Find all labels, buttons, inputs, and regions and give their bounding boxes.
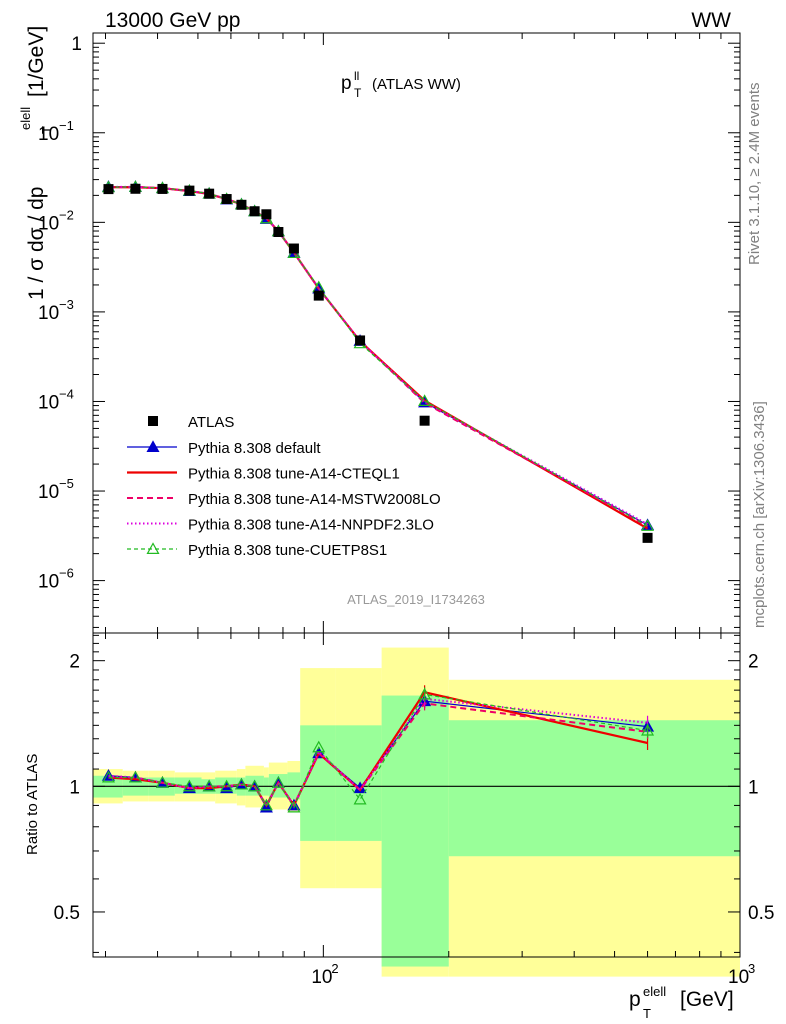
rivet-label: Rivet 3.1.10, ≥ 2.4M events	[746, 83, 763, 266]
ratio-point-cuetp8s1	[234, 777, 248, 790]
ratio-line-cuetp8s1	[108, 693, 648, 809]
ratio-point-cuetp8s1	[287, 800, 301, 813]
x-axis-label-sup: elell	[643, 984, 666, 999]
ratio-tick-label: 2	[69, 652, 80, 673]
x-tick-label: 10	[311, 967, 332, 988]
process-label: WW	[691, 9, 731, 32]
y-tick-label: 10	[38, 124, 59, 145]
y-axis-label: 1 / σ dσ / dp T elell [1/GeV]	[18, 26, 54, 300]
ratio-axis-label: Ratio to ATLAS	[24, 754, 41, 855]
y-axis-label-main: 1 / σ dσ / dp	[25, 187, 48, 300]
legend-label-atlas: ATLAS	[188, 414, 234, 431]
ratio-tick-label: 1	[69, 777, 80, 798]
x-axis-label-main: p	[629, 988, 641, 1011]
x-axis-label-sub: T	[643, 1006, 651, 1021]
ratio-frame	[92, 632, 741, 958]
atlas-point	[355, 335, 366, 346]
energy-label: 13000 GeV pp	[105, 9, 240, 32]
legend-label-nnpdf: Pythia 8.308 tune-A14-NNPDF2.3LO	[188, 517, 434, 534]
plot-title: p ll T (ATLAS WW)	[341, 69, 461, 100]
mcplots-label: mcplots.cern.ch [arXiv:1306.3436]	[751, 401, 768, 628]
ratio-tick-label-right: 1	[748, 777, 759, 798]
ratio-tick-label-right: 2	[748, 652, 759, 673]
ratio-series	[101, 685, 655, 813]
ratio-bands	[93, 647, 740, 977]
ratio-point-cuetp8s1	[312, 740, 326, 753]
ratio-point-cuetp8s1	[271, 775, 285, 788]
series-point-cuetp8s1	[418, 394, 432, 406]
ratio-point-cuetp8s1	[353, 792, 367, 805]
ratio-band-green	[335, 725, 382, 841]
analysis-label: ATLAS_2019_I1734263	[347, 592, 485, 607]
legend-label-cteql1: Pythia 8.308 tune-A14-CTEQL1	[188, 466, 400, 483]
y-tick-label: 10	[38, 392, 59, 413]
y-tick-label-exponent: −4	[59, 386, 74, 401]
y-tick-label-exponent: −5	[59, 476, 74, 491]
y-tick-label: 10	[38, 303, 59, 324]
atlas-point	[273, 227, 284, 238]
ratio-line-mstw	[108, 702, 648, 808]
ratio-point-cuetp8s1	[202, 779, 216, 792]
y-tick-label: 10	[38, 482, 59, 503]
atlas-point	[221, 194, 232, 205]
main-series	[101, 180, 655, 543]
y-tick-label: 10	[38, 572, 59, 593]
ratio-point-cuetp8s1	[182, 779, 196, 792]
plot-title-sup: ll	[354, 69, 359, 83]
ratio-band-green	[381, 695, 449, 967]
y-tick-label-exponent: −1	[59, 118, 74, 133]
y-tick-label: 1	[71, 34, 82, 55]
legend: ATLAS Pythia 8.308 default Pythia 8.308 tu…	[127, 414, 441, 559]
x-tick-label-exponent: 3	[748, 961, 755, 976]
y-axis-label-unit: [1/GeV]	[25, 26, 48, 97]
ratio-point-cuetp8s1	[259, 798, 273, 811]
x-axis-label: p elell T [GeV]	[629, 984, 734, 1021]
atlas-point	[249, 206, 260, 217]
legend-label-cuetp8s1: Pythia 8.308 tune-CUETP8S1	[188, 542, 387, 559]
y-axis-label-sub: T	[39, 126, 54, 134]
ratio-band-green	[448, 720, 740, 857]
series-point-cuetp8s1	[641, 519, 655, 531]
legend-label-default: Pythia 8.308 default	[188, 440, 321, 457]
atlas-point	[204, 188, 215, 199]
atlas-point	[130, 183, 141, 194]
atlas-point	[157, 183, 168, 194]
y-tick-label-exponent: −6	[59, 566, 74, 581]
x-axis-label-unit: [GeV]	[680, 988, 734, 1011]
atlas-point	[184, 185, 195, 196]
atlas-point	[236, 199, 247, 210]
ratio-point-cuetp8s1	[220, 779, 234, 792]
y-tick-label-exponent: −2	[59, 207, 74, 222]
legend-marker-default	[146, 440, 160, 452]
y-axis-label-sup: elell	[18, 107, 33, 130]
x-tick-label-exponent: 2	[331, 961, 338, 976]
legend-label-mstw: Pythia 8.308 tune-A14-MSTW2008LO	[188, 491, 441, 508]
y-tick-label: 10	[38, 213, 59, 234]
atlas-point	[642, 532, 653, 543]
ratio-point-cuetp8s1	[101, 770, 115, 783]
atlas-point	[103, 184, 114, 195]
atlas-point	[261, 209, 272, 220]
atlas-point	[419, 415, 430, 426]
plot-title-suffix: (ATLAS WW)	[372, 76, 461, 93]
atlas-point	[313, 290, 324, 301]
ratio-point-cuetp8s1	[128, 770, 142, 783]
ratio-tick-label-right: 0.5	[748, 903, 774, 924]
plot-title-main: p	[341, 73, 352, 94]
ratio-tick-label: 0.5	[54, 903, 80, 924]
y-tick-label-exponent: −3	[59, 297, 74, 312]
ratio-point-cuetp8s1	[155, 775, 169, 788]
ratio-point-cuetp8s1	[248, 779, 262, 792]
legend-marker-atlas	[148, 416, 158, 426]
x-tick-label: 10	[728, 967, 749, 988]
legend-marker-cuetp8s1	[146, 542, 160, 555]
atlas-point	[288, 243, 299, 254]
plot-title-sub: T	[354, 86, 362, 100]
